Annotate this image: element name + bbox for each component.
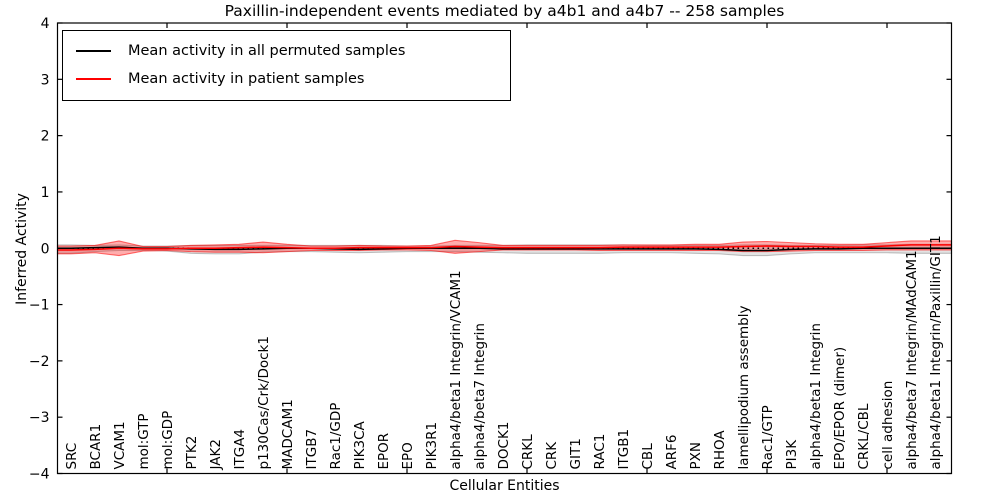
y-tick-label: 0 xyxy=(41,241,50,257)
entity-label: RHOA xyxy=(712,430,728,470)
entity-label: PI3K xyxy=(784,439,800,470)
entity-label: lamellipodium assembly xyxy=(736,306,752,470)
y-tick-label: −2 xyxy=(29,354,50,370)
chart-title: Paxillin-independent events mediated by … xyxy=(224,2,785,20)
legend-entry-patient: Mean activity in patient samples xyxy=(63,65,510,93)
entity-label: alpha4/beta1 Integrin/VCAM1 xyxy=(448,270,464,469)
entity-label: alpha4/beta7 Integrin xyxy=(472,323,488,469)
y-tick-label: 4 xyxy=(41,16,50,32)
entity-label: PIK3R1 xyxy=(424,422,440,470)
entity-label: GIT1 xyxy=(568,438,584,469)
entity-label: ITGB1 xyxy=(616,429,632,470)
entity-label: EPOR xyxy=(376,433,392,470)
entity-label: PIK3CA xyxy=(352,421,368,470)
entity-label: CRK xyxy=(544,441,560,470)
entity-label: DOCK1 xyxy=(496,422,512,470)
y-tick-label: 2 xyxy=(41,129,50,145)
entity-label: PTK2 xyxy=(184,436,200,470)
entity-label: Rac1/GTP xyxy=(760,405,776,469)
entity-label: CBL xyxy=(640,443,656,470)
legend-label-patient: Mean activity in patient samples xyxy=(128,71,365,87)
entity-label: RAC1 xyxy=(592,434,608,470)
patient-mean-line xyxy=(57,244,952,251)
entity-label: PXN xyxy=(688,442,704,470)
entity-label: mol:GTP xyxy=(136,413,152,469)
y-tick-label: −4 xyxy=(29,467,50,483)
y-tick-label: 1 xyxy=(41,185,50,201)
entity-label: ITGA4 xyxy=(232,429,248,470)
entity-label: JAK2 xyxy=(208,439,224,470)
y-tick-label: −1 xyxy=(29,298,50,314)
entity-label: MADCAM1 xyxy=(280,399,296,469)
entity-label: alpha4/beta7 Integrin/MAdCAM1 xyxy=(904,250,920,469)
entity-label: CRKL xyxy=(520,434,536,470)
permuted-mean-line xyxy=(57,246,952,252)
legend-label-permuted: Mean activity in all permuted samples xyxy=(128,43,406,59)
entity-label: VCAM1 xyxy=(112,421,128,469)
entity-label: EPO xyxy=(400,442,416,469)
x-axis-title: Cellular Entities xyxy=(449,478,560,494)
entity-label: alpha4/beta1 Integrin/Paxillin/GIT1 xyxy=(928,235,944,469)
entity-label: EPO/EPOR (dimer) xyxy=(832,347,848,470)
entity-label: SRC xyxy=(64,443,80,470)
entity-label: cell adhesion xyxy=(880,381,896,470)
entity-label: ARF6 xyxy=(664,435,680,470)
entity-label: BCAR1 xyxy=(88,424,104,470)
entity-label: Rac1/GDP xyxy=(328,403,344,470)
legend-line-patient-icon xyxy=(76,77,111,81)
legend: Mean activity in all permuted samples Me… xyxy=(62,30,511,101)
legend-line-permuted-icon xyxy=(76,49,111,53)
entity-label: ITGB7 xyxy=(304,429,320,470)
legend-entry-permuted: Mean activity in all permuted samples xyxy=(63,37,510,65)
entity-label: alpha4/beta1 Integrin xyxy=(808,323,824,469)
entity-label: p130Cas/Crk/Dock1 xyxy=(256,336,272,469)
y-tick-label: 3 xyxy=(41,72,50,88)
y-tick-label: −3 xyxy=(29,410,50,426)
entity-label: mol:GDP xyxy=(160,411,176,470)
entity-label: CRKL/CBL xyxy=(856,403,872,469)
